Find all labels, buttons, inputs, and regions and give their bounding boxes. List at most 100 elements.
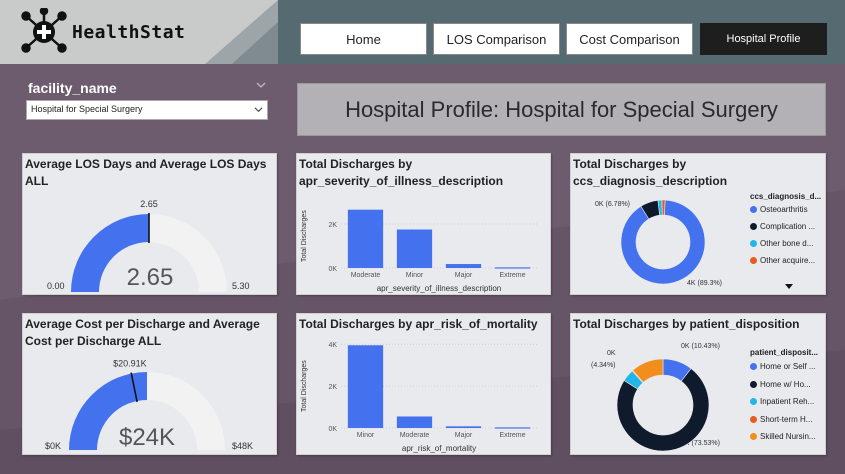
disposition-callout-4: 3K (73.53%) <box>681 440 720 447</box>
legend-label: Home w/ Ho... <box>760 379 811 389</box>
legend-item[interactable]: Other acquire... <box>750 256 815 265</box>
gauge-cost-svg: $24K $0K $48K $20.91K <box>45 359 253 451</box>
legend-label: Home or Self ... <box>760 362 816 371</box>
disposition-donut-chart: 0K (10.43%) 0K (4.34%) 3K (73.53%) <box>591 343 720 452</box>
facility-dropdown-value: Hospital for Special Surgery <box>31 104 143 114</box>
diagnosis-legend-title: ccs_diagnosis_d... <box>750 192 822 201</box>
y-tick-label: 2K <box>328 384 337 391</box>
diagnosis-title: Total Discharges by ccs_diagnosis_descri… <box>573 156 727 190</box>
legend-label: Other acquire... <box>760 256 816 265</box>
gauge-los-target-label: 2.65 <box>140 199 158 209</box>
diagnosis-donut-chart: 0K (6.78%) 4K (89.3%) <box>595 199 722 287</box>
nav-los-comparison-button[interactable]: LOS Comparison <box>433 23 560 55</box>
diagnosis-callout-1: 0K (6.78%) <box>595 201 630 208</box>
legend-item[interactable]: Osteoarthritis <box>750 205 808 214</box>
legend-item[interactable]: Short-term H... <box>750 415 812 424</box>
x-tick-label: Moderate <box>400 432 430 439</box>
legend-swatch <box>750 240 757 247</box>
chart-card-mortality[interactable]: Total Discharges by apr_risk_of_mortalit… <box>296 313 551 455</box>
nav-hospital-profile-button[interactable]: Hospital Profile <box>700 23 827 55</box>
legend-label: Short-term H... <box>760 414 813 424</box>
legend-item[interactable]: Complication ... <box>750 222 815 231</box>
chart-card-severity[interactable]: Total Discharges by apr_severity_of_illn… <box>296 153 551 295</box>
severity-bar-chart: Total Discharges apr_severity_of_illness… <box>301 209 537 293</box>
chart-card-diagnosis[interactable]: Total Discharges by ccs_diagnosis_descri… <box>570 153 826 295</box>
x-tick-label: Minor <box>406 272 424 279</box>
chevron-down-icon[interactable] <box>256 80 266 90</box>
y-tick-label: 2K <box>328 222 337 229</box>
legend-swatch <box>750 398 757 405</box>
donut-slice <box>632 358 664 383</box>
disposition-callout-3: (4.34%) <box>591 362 616 369</box>
disposition-title: Total Discharges by patient_disposition <box>573 317 800 331</box>
legend-item[interactable]: Inpatient Reh... <box>750 397 814 406</box>
app-name: HealthStat <box>72 22 186 43</box>
y-tick-label: 0K <box>328 426 337 433</box>
page-title: Hospital Profile: Hospital for Special S… <box>345 96 778 122</box>
gauge-los-fill <box>71 214 149 292</box>
legend-item[interactable]: Skilled Nursin... <box>750 432 816 441</box>
bar <box>396 229 433 268</box>
legend-swatch <box>750 206 757 213</box>
severity-xlabel: apr_severity_of_illness_description <box>377 284 502 293</box>
bar <box>396 416 433 428</box>
disposition-callout-1: 0K (10.43%) <box>681 343 720 350</box>
gauge-cost-title-line2: Cost per Discharge ALL <box>25 334 162 348</box>
x-tick-label: Extreme <box>499 272 525 279</box>
x-tick-label: Major <box>455 272 473 279</box>
donut-slice <box>620 199 706 285</box>
y-tick-label: 0K <box>328 266 337 273</box>
legend-item[interactable]: Home w/ Ho... <box>750 380 811 389</box>
donut-slice <box>616 368 710 452</box>
y-tick-label: 4K <box>328 342 337 349</box>
mortality-title: Total Discharges by apr_risk_of_mortalit… <box>299 317 538 331</box>
severity-title-line2: apr_severity_of_illness_description <box>299 174 504 188</box>
gauge-los-min: 0.00 <box>47 281 65 291</box>
facility-dropdown[interactable]: Hospital for Special Surgery <box>26 100 268 120</box>
chart-card-disposition[interactable]: Total Discharges by patient_disposition … <box>570 313 826 455</box>
diagnosis-title-line2: ccs_diagnosis_description <box>573 174 728 188</box>
gauge-cost-target-line <box>130 372 138 403</box>
legend-item[interactable]: Home or Self ... <box>750 362 816 371</box>
mortality-xlabel: apr_risk_of_mortality <box>402 444 476 453</box>
legend-item[interactable]: Other bone d... <box>750 239 813 248</box>
gauge-los-svg: 2.65 0.00 5.30 2.65 <box>47 199 250 292</box>
x-tick-label: Moderate <box>351 272 381 279</box>
legend-swatch <box>750 257 757 264</box>
gauge-los-title-line2: ALL <box>25 174 49 188</box>
gauge-cost-min: $0K <box>45 441 61 451</box>
legend-swatch <box>750 363 757 370</box>
legend-swatch <box>750 415 757 423</box>
mortality-bar-chart: Total Discharges apr_risk_of_mortality 0… <box>301 342 537 453</box>
bar <box>494 267 531 269</box>
legend-label: Skilled Nursin... <box>760 432 816 441</box>
bar <box>445 264 482 268</box>
mortality-ylabel: Total Discharges <box>301 360 308 412</box>
gauge-cost-title: Average Cost per Discharge and Average C… <box>25 316 260 350</box>
x-tick-label: Extreme <box>499 432 525 439</box>
legend-swatch <box>750 433 757 440</box>
gauge-cost-target-label: $20.91K <box>113 359 147 369</box>
legend-swatch <box>750 380 757 388</box>
severity-title-line1: Total Discharges by <box>299 157 413 171</box>
gauge-cost-fill <box>69 372 147 450</box>
logo-area: HealthStat <box>0 0 278 64</box>
nav-cost-comparison-button[interactable]: Cost Comparison <box>566 23 693 55</box>
diagnosis-title-line1: Total Discharges by <box>573 157 687 171</box>
legend-label: Complication ... <box>760 222 816 231</box>
severity-title: Total Discharges by apr_severity_of_illn… <box>299 156 503 190</box>
nav-home-button[interactable]: Home <box>300 23 427 55</box>
gauge-card-los[interactable]: Average LOS Days and Average LOS Days AL… <box>22 153 277 295</box>
gauge-los-title-line1: Average LOS Days and Average LOS Days <box>25 157 267 171</box>
gauge-cost-max: $48K <box>232 441 253 451</box>
legend-label: Other bone d... <box>760 239 814 248</box>
legend-swatch <box>750 223 757 230</box>
bar <box>347 345 384 428</box>
legend-label: Inpatient Reh... <box>760 397 815 406</box>
dropdown-chevron-icon <box>254 107 263 113</box>
slicer-title: facility_name <box>28 80 117 96</box>
disposition-legend-title: patient_disposit... <box>750 348 819 357</box>
gauge-card-cost[interactable]: Average Cost per Discharge and Average C… <box>22 313 277 455</box>
legend-scroll-down-icon[interactable] <box>785 284 793 290</box>
bar <box>445 426 482 428</box>
